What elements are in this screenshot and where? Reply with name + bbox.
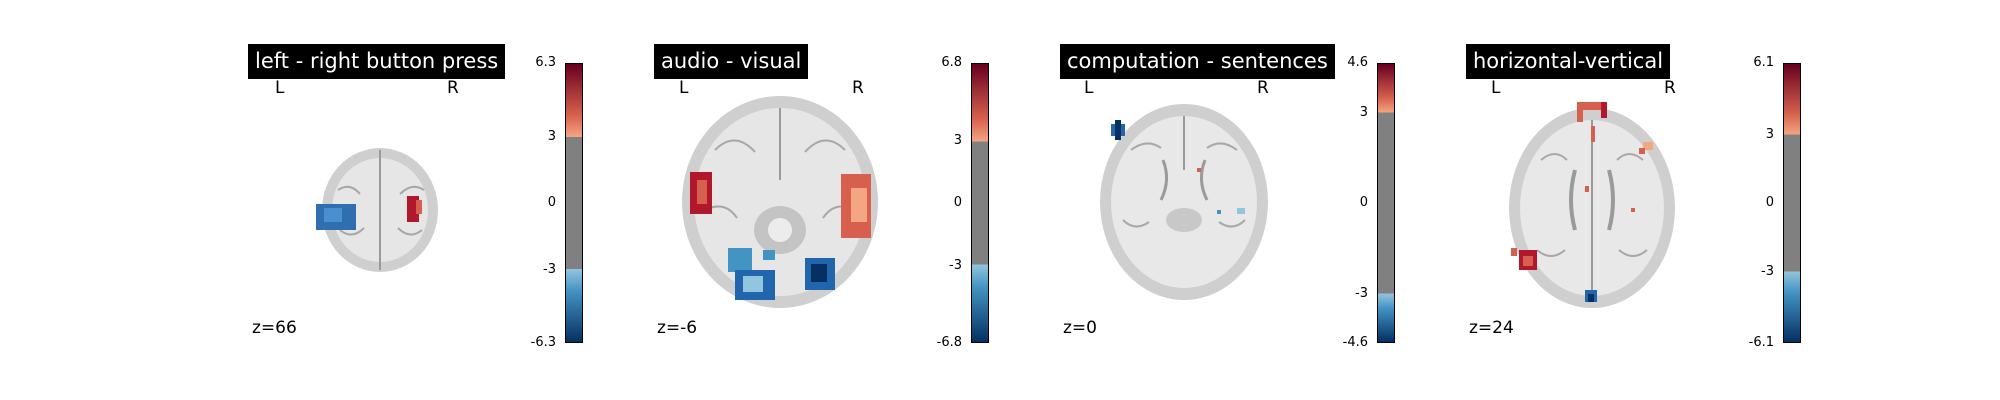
right-marker: R xyxy=(1664,78,1676,98)
colorbar-tick-max: 6.8 xyxy=(941,55,962,70)
right-marker: R xyxy=(852,78,864,98)
panel-title: left - right button press xyxy=(248,44,506,79)
brain-slice-image xyxy=(1100,104,1268,300)
colorbar-tick-lower: -3 xyxy=(1355,286,1368,301)
colorbar-tick-lower: -3 xyxy=(1761,264,1774,279)
colorbar-tick-min: -6.8 xyxy=(936,335,962,350)
colorbar-tick-upper: 3 xyxy=(547,129,556,144)
brain-slice-image xyxy=(316,148,438,272)
left-marker: L xyxy=(275,78,285,98)
colorbar xyxy=(565,63,583,343)
panel-horizontal-vertical: horizontal-vertical L R z=24 6.1 3 xyxy=(1457,0,1857,400)
panel-title: audio - visual xyxy=(654,44,809,79)
slice-coordinate-label: z=-6 xyxy=(657,318,698,338)
colorbar-tick-max: 6.1 xyxy=(1753,55,1774,70)
panel-title: computation - sentences xyxy=(1060,44,1335,79)
left-marker: L xyxy=(679,78,689,98)
colorbar-tick-max: 6.3 xyxy=(535,55,556,70)
slice-coordinate-label: z=66 xyxy=(252,318,297,338)
colorbar-tick-zero: 0 xyxy=(953,195,962,210)
brain-slice-image xyxy=(1509,102,1675,308)
colorbar-tick-max: 4.6 xyxy=(1347,55,1368,70)
panel-button-press: left - right button press L R z=66 6.3 3… xyxy=(240,0,640,400)
slice-coordinate-label: z=0 xyxy=(1063,318,1097,338)
left-marker: L xyxy=(1491,78,1501,98)
brain-slice-image xyxy=(682,96,878,308)
colorbar-tick-lower: -3 xyxy=(543,262,556,277)
colorbar xyxy=(1377,63,1395,343)
colorbar-tick-min: -6.1 xyxy=(1748,335,1774,350)
colorbar-tick-zero: 0 xyxy=(1765,195,1774,210)
colorbar-tick-upper: 3 xyxy=(1765,127,1774,142)
colorbar-tick-upper: 3 xyxy=(1359,105,1368,120)
left-marker: L xyxy=(1084,78,1094,98)
slice-coordinate-label: z=24 xyxy=(1469,318,1514,338)
colorbar-tick-lower: -3 xyxy=(949,258,962,273)
colorbar-tick-zero: 0 xyxy=(1359,195,1368,210)
colorbar xyxy=(971,63,989,343)
right-marker: R xyxy=(1257,78,1269,98)
colorbar xyxy=(1783,63,1801,343)
colorbar-tick-min: -4.6 xyxy=(1342,335,1368,350)
colorbar-tick-zero: 0 xyxy=(547,195,556,210)
colorbar-tick-min: -6.3 xyxy=(530,335,556,350)
panel-title: horizontal-vertical xyxy=(1466,44,1671,79)
right-marker: R xyxy=(447,78,459,98)
panel-audio-visual: audio - visual L R z=-6 6.8 3 0 -3 -6.8 xyxy=(645,0,1045,400)
panel-computation-sentences: computation - sentences L R z=0 4.6 3 0 … xyxy=(1051,0,1451,400)
colorbar-tick-upper: 3 xyxy=(953,133,962,148)
